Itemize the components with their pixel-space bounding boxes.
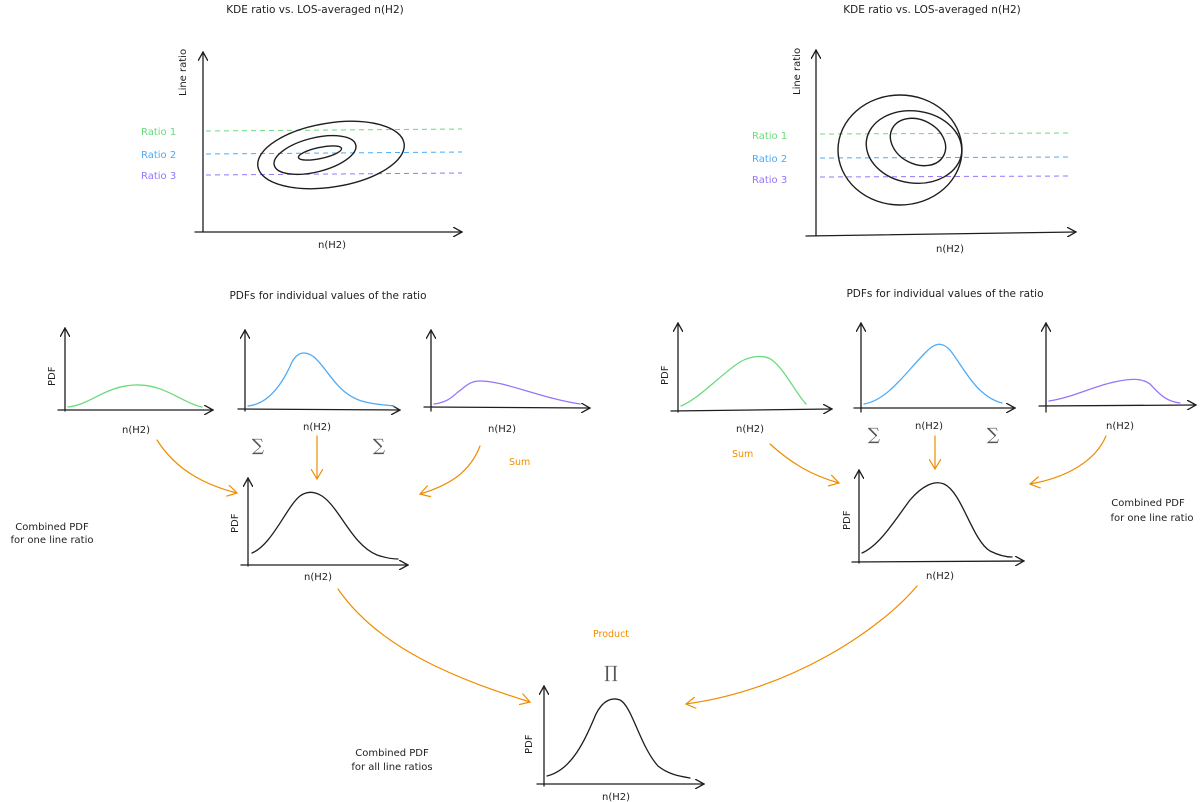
right-contour-inner bbox=[889, 117, 947, 167]
left-sum-symbol-1: ∑ bbox=[252, 436, 264, 456]
left-ratio-3-line bbox=[205, 172, 463, 176]
left-pdf2-x-axis bbox=[237, 409, 400, 410]
left-pdf1-curve bbox=[67, 384, 203, 408]
right-pdf3-xlabel: n(H2) bbox=[1106, 421, 1134, 432]
right-combined-x-axis bbox=[851, 561, 1024, 562]
right-combined-xlabel: n(H2) bbox=[926, 571, 954, 582]
left-individual-pdfs: PDFs for individual values of the ratio … bbox=[47, 290, 590, 494]
right-combined-ylabel: PDF bbox=[842, 510, 853, 530]
right-sum-symbol-2: ∑ bbox=[987, 425, 999, 445]
right-sum-symbol-1: ∑ bbox=[868, 425, 880, 445]
left-ratio-2-label: Ratio 2 bbox=[141, 150, 176, 161]
right-ratio-2-line bbox=[819, 156, 1073, 159]
final-ylabel: PDF bbox=[524, 734, 535, 754]
left-combined-ylabel: PDF bbox=[230, 513, 241, 533]
final-xlabel: n(H2) bbox=[602, 792, 630, 802]
left-ratio-1-label: Ratio 1 bbox=[141, 127, 176, 138]
left-pdf3-x-axis bbox=[423, 407, 590, 408]
left-ratio-3-label: Ratio 3 bbox=[141, 171, 176, 182]
right-sum-label: Sum bbox=[732, 449, 753, 460]
left-sum-symbol-2: ∑ bbox=[373, 436, 385, 456]
left-combined-pdf: PDF n(H2) Combined PDF for one line rati… bbox=[11, 478, 409, 583]
final-product-pdf: Product ∏ PDF n(H2) Combined PDF for all… bbox=[337, 585, 918, 802]
left-pdf2-xlabel: n(H2) bbox=[303, 422, 331, 433]
right-contour-middle bbox=[865, 110, 963, 184]
right-ratio-2-label: Ratio 2 bbox=[752, 154, 787, 165]
final-curve bbox=[546, 698, 691, 779]
left-combined-note-1: Combined PDF bbox=[15, 522, 89, 533]
left-combined-note-2: for one line ratio bbox=[11, 535, 94, 546]
left-pdf3-curve bbox=[433, 380, 581, 405]
final-arrow-left bbox=[337, 588, 530, 702]
final-note-1: Combined PDF bbox=[355, 748, 429, 759]
right-combined-curve bbox=[861, 482, 1013, 558]
right-pdf3-curve bbox=[1048, 378, 1181, 404]
right-individual-pdfs: PDFs for individual values of the ratio … bbox=[660, 288, 1196, 484]
right-pdf1-curve bbox=[680, 355, 807, 407]
right-pdf3-x-axis bbox=[1038, 405, 1196, 406]
right-combined-note-1: Combined PDF bbox=[1111, 498, 1185, 509]
left-contour-outer bbox=[257, 120, 405, 190]
left-pdf1-xlabel: n(H2) bbox=[122, 425, 150, 436]
left-pdf2-curve bbox=[247, 352, 395, 407]
left-arrow-pdf1 bbox=[156, 439, 237, 493]
right-pdf1-x-axis bbox=[670, 409, 832, 411]
left-kde-title: KDE ratio vs. LOS-averaged n(H2) bbox=[226, 4, 403, 16]
right-pdf2-curve bbox=[863, 343, 1003, 405]
left-kde-ylabel: Line ratio bbox=[178, 49, 189, 96]
right-pdf1-ylabel: PDF bbox=[660, 365, 671, 385]
left-pdf3-xlabel: n(H2) bbox=[488, 424, 516, 435]
left-combined-xlabel: n(H2) bbox=[304, 572, 332, 583]
right-kde-xlabel: n(H2) bbox=[936, 244, 964, 255]
right-pdf1-xlabel: n(H2) bbox=[736, 424, 764, 435]
final-arrow-right bbox=[686, 585, 918, 704]
left-combined-curve bbox=[251, 491, 399, 560]
left-contour-middle bbox=[273, 134, 357, 176]
right-pdf2-xlabel: n(H2) bbox=[915, 421, 943, 432]
left-ratio-2-line bbox=[205, 151, 463, 155]
left-kde-xlabel: n(H2) bbox=[318, 240, 346, 251]
left-sum-label: Sum bbox=[509, 457, 530, 468]
left-pdf1-ylabel: PDF bbox=[47, 366, 58, 386]
right-arrow-pdf3 bbox=[1030, 435, 1107, 484]
right-arrow-pdf1 bbox=[769, 443, 839, 483]
right-kde-plot: KDE ratio vs. LOS-averaged n(H2) Line ra… bbox=[752, 4, 1076, 255]
final-note-2: for all line ratios bbox=[351, 762, 432, 773]
product-label: Product bbox=[593, 629, 629, 640]
product-symbol: ∏ bbox=[604, 663, 618, 683]
left-arrow-pdf3 bbox=[420, 445, 481, 494]
right-kde-title: KDE ratio vs. LOS-averaged n(H2) bbox=[843, 4, 1020, 16]
right-ratio-1-label: Ratio 1 bbox=[752, 131, 787, 142]
right-ratio-1-line bbox=[819, 132, 1073, 135]
right-combined-pdf: PDF n(H2) Combined PDF for one line rati… bbox=[842, 470, 1194, 582]
right-combined-note-2: for one line ratio bbox=[1111, 513, 1194, 524]
left-pdfs-title: PDFs for individual values of the ratio bbox=[229, 290, 426, 302]
right-kde-x-axis bbox=[805, 232, 1076, 236]
left-kde-plot: KDE ratio vs. LOS-averaged n(H2) Line ra… bbox=[141, 4, 462, 251]
left-ratio-1-line bbox=[205, 128, 463, 132]
right-pdfs-title: PDFs for individual values of the ratio bbox=[846, 288, 1043, 300]
left-contour-inner bbox=[297, 145, 343, 161]
right-kde-ylabel: Line ratio bbox=[792, 48, 803, 95]
right-ratio-3-label: Ratio 3 bbox=[752, 175, 787, 186]
